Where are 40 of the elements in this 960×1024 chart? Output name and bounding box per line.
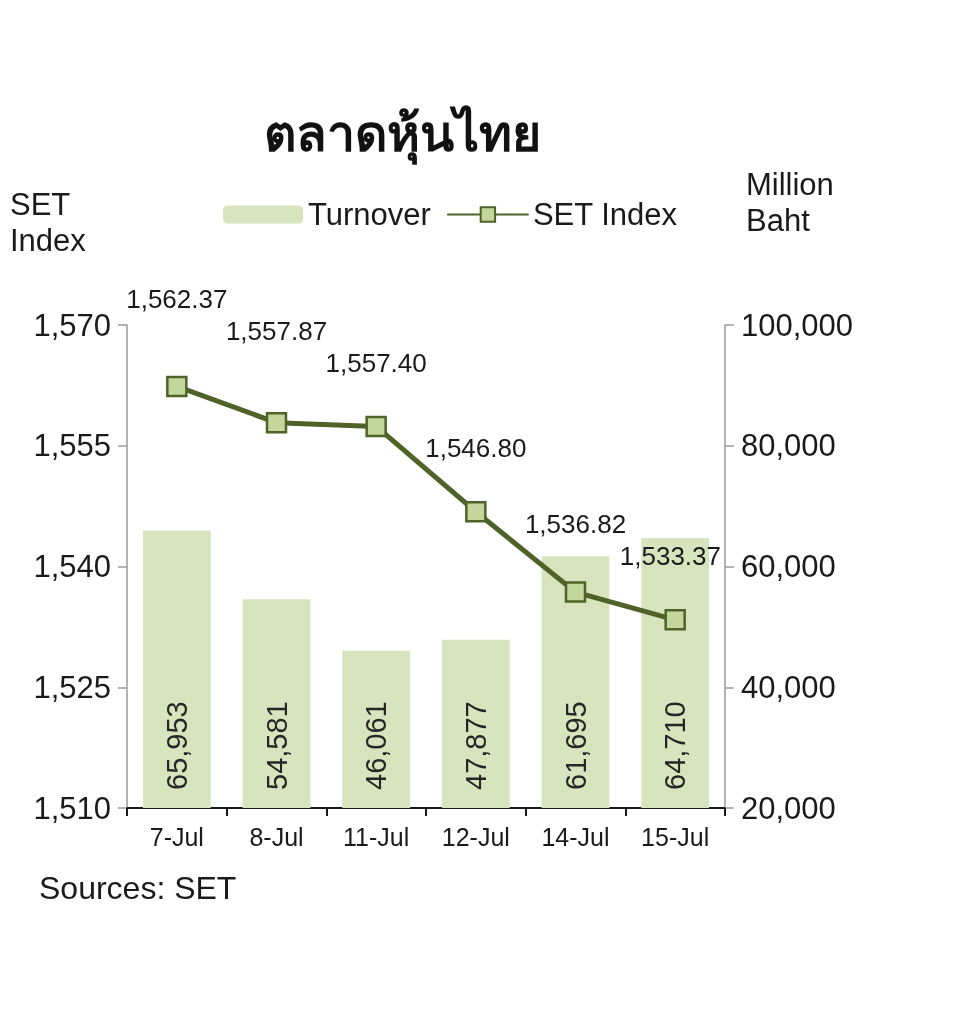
y-tick-label: 1,540 [33,549,111,584]
x-tick-label: 11-Jul [343,822,410,851]
y-tick-label: 1,525 [33,669,111,705]
x-tick-label: 7-Jul [149,822,204,851]
point [664,609,686,631]
data-label: 46,061 [360,701,393,790]
y2-tick-label: 20,000 [741,790,836,826]
legend-label: Turnover [308,197,431,232]
data-label: 1,536.82 [524,509,627,540]
data-label: 61,695 [559,701,592,790]
x-tick-label: 12-Jul [441,822,510,851]
data-label: 64,710 [659,701,692,790]
y-axis-title: SET Index [10,186,87,258]
y2-axis-title: Million Baht [746,166,843,238]
point [365,415,387,438]
data-label: 65,953 [160,701,193,790]
point [166,375,188,398]
data-label: 1,533.37 [619,541,722,572]
y2-tick-label: 60,000 [741,549,836,584]
chart-title: ตลาดหุ้นไทย [263,105,541,165]
y2-tick-label: 40,000 [741,669,836,705]
data-label: 1,562.37 [126,283,228,314]
data-label: 1,557.87 [225,315,328,346]
legend-label: SET Index [532,197,678,232]
y-tick-label: 1,510 [33,790,111,826]
y-tick-label: 1,570 [33,307,111,343]
data-label: 1,557.40 [325,347,427,378]
data-label: 47,877 [459,701,492,790]
y-tick-label: 1,555 [33,428,111,464]
x-tick-label: 8-Jul [249,822,304,851]
y2-tick-label: 80,000 [741,428,836,464]
source-note: Sources: SET [39,870,237,906]
x-tick-label: 14-Jul [541,822,610,851]
y2-tick-label: 100,000 [741,307,854,343]
point [265,411,288,434]
x-tick-label: 15-Jul [641,822,710,851]
point [465,501,487,523]
point [564,581,587,603]
data-label: 54,581 [260,701,293,790]
data-label: 1,546.80 [425,433,527,464]
